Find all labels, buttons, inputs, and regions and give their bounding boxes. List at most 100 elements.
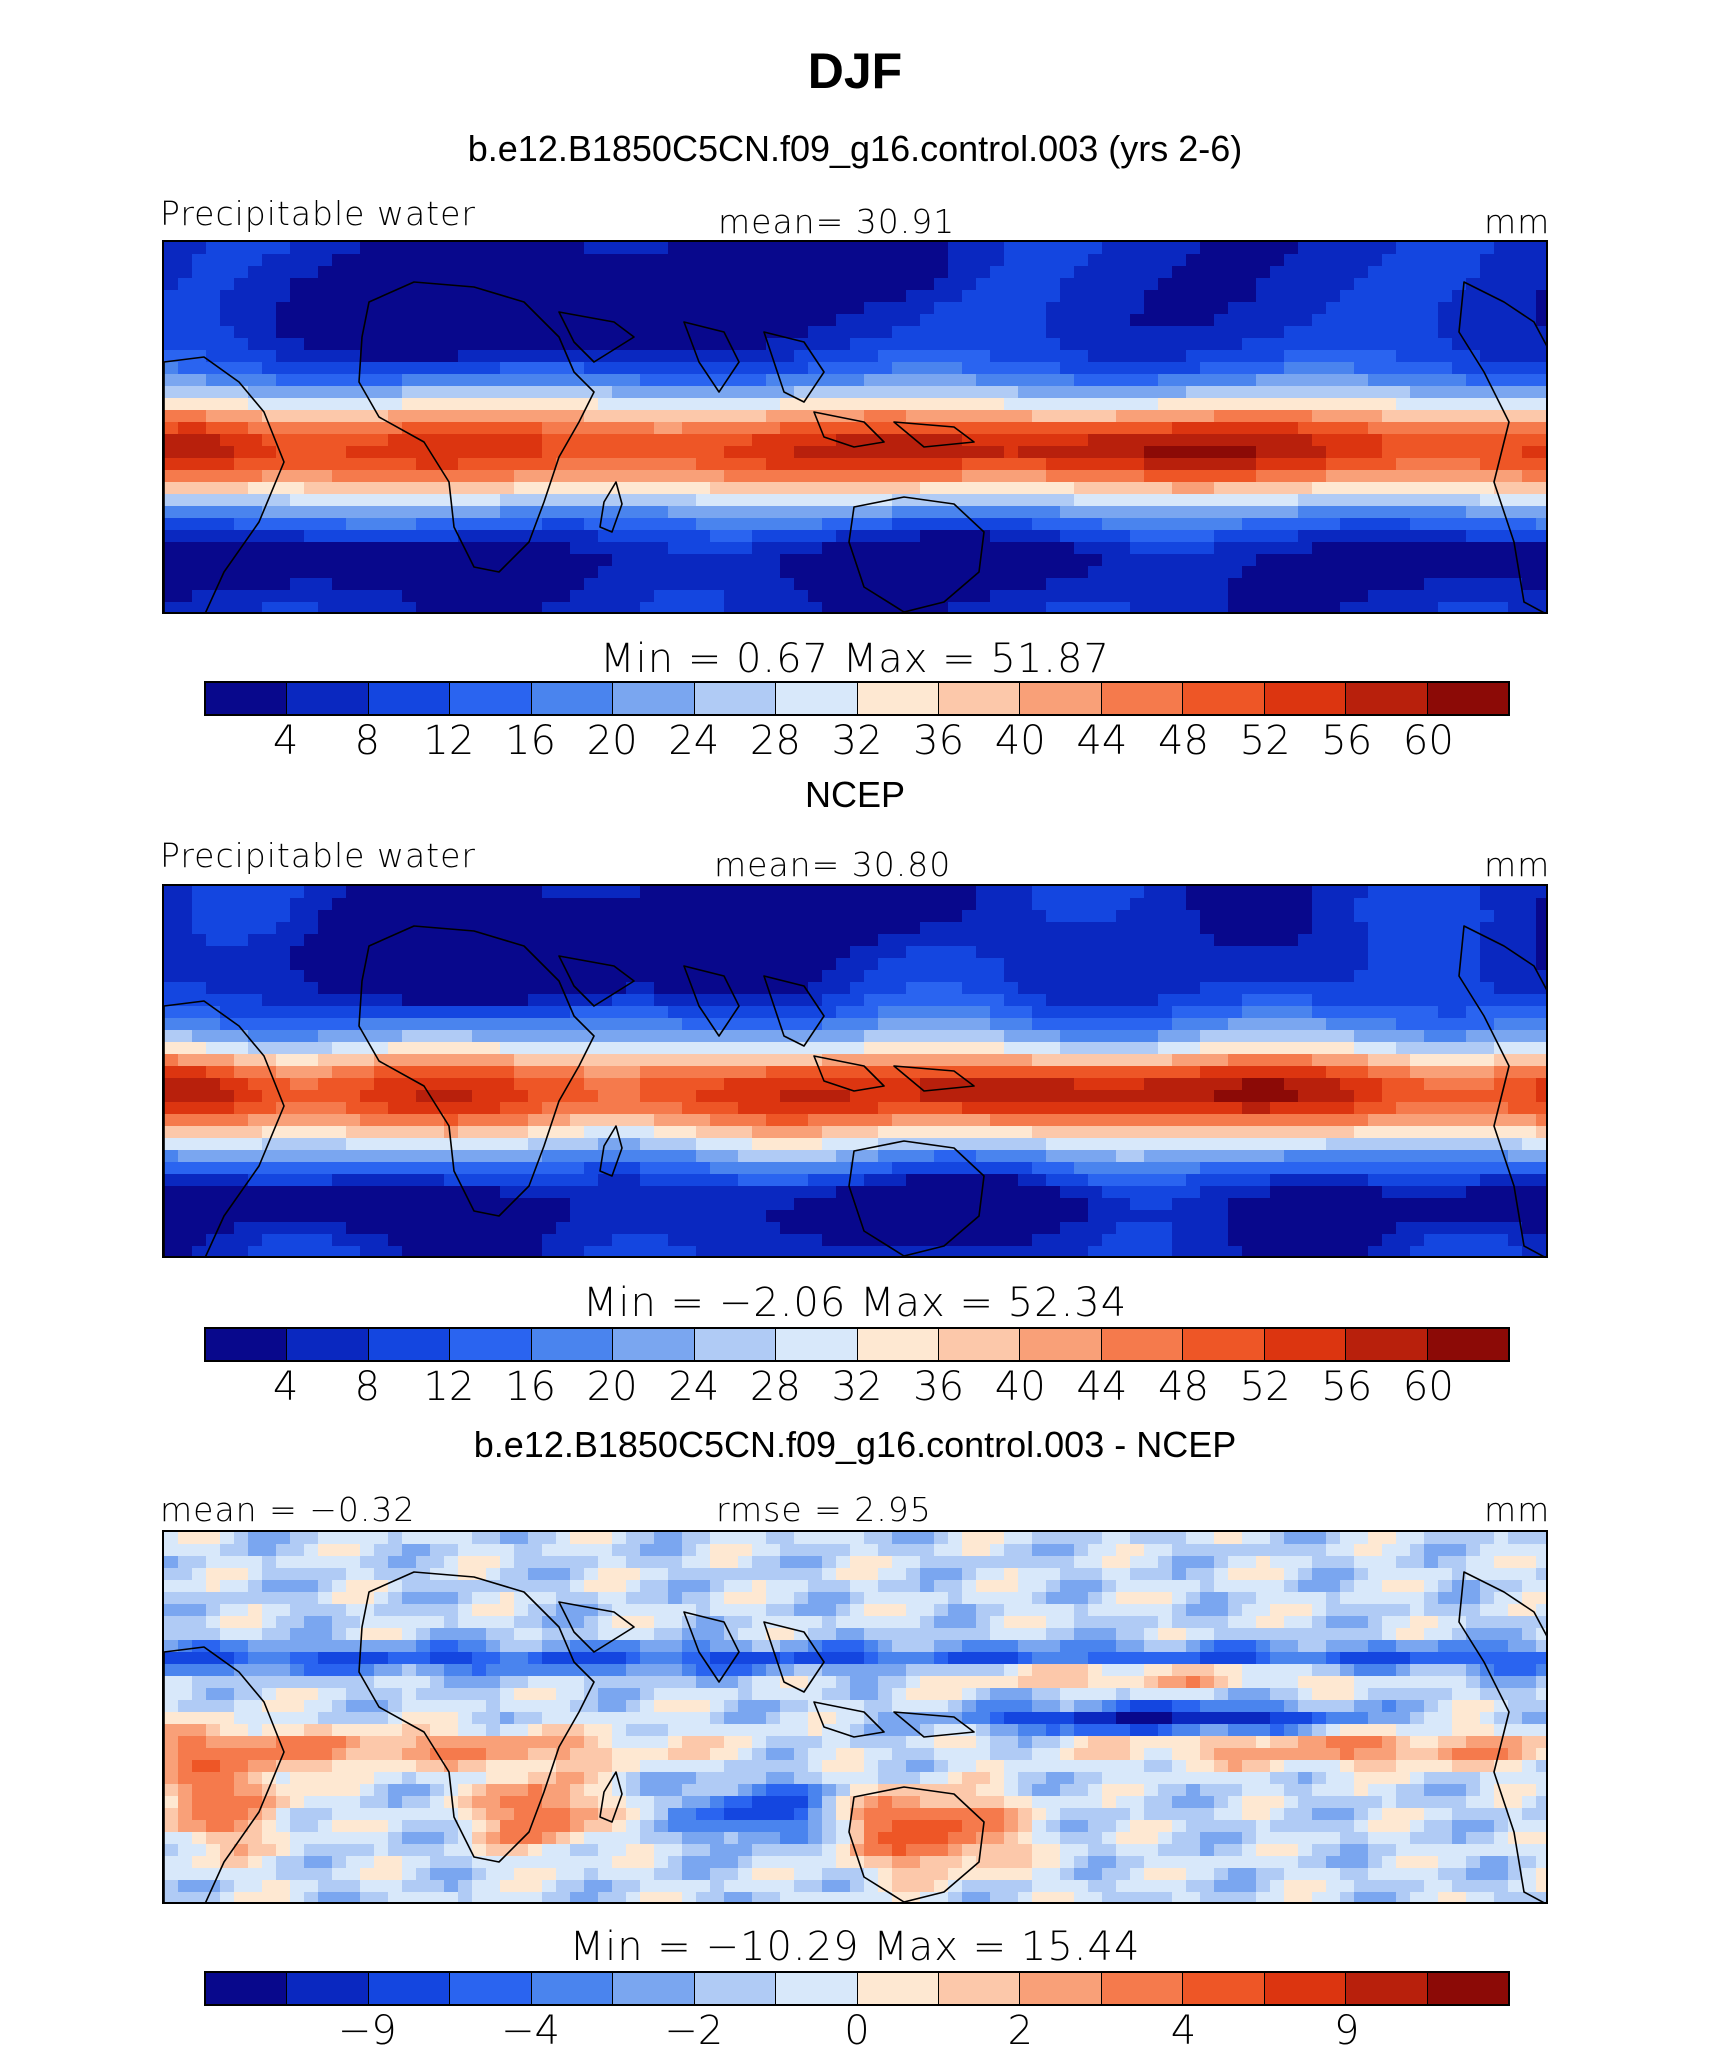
contour-cell: [906, 362, 921, 375]
contour-cell: [598, 338, 613, 351]
contour-cell: [1452, 1030, 1467, 1043]
contour-cell: [290, 1066, 305, 1079]
contour-cell: [1004, 994, 1019, 1007]
contour-cell: [1102, 1042, 1117, 1055]
contour-cell: [1368, 398, 1383, 411]
contour-cell: [1144, 958, 1159, 971]
contour-cell: [556, 910, 571, 923]
contour-cell: [542, 242, 557, 255]
colorbar-tick-label: 48: [1158, 718, 1209, 764]
contour-cell: [682, 554, 697, 567]
contour-cell: [164, 266, 179, 279]
contour-cell: [766, 518, 781, 531]
contour-cell: [1228, 566, 1243, 579]
contour-cell: [1186, 350, 1201, 363]
contour-cell: [1144, 338, 1159, 351]
contour-cell: [472, 242, 487, 255]
contour-cell: [1004, 506, 1019, 519]
contour-cell: [1074, 590, 1089, 603]
contour-cell: [1536, 266, 1546, 279]
contour-cell: [1256, 458, 1271, 471]
contour-cell: [1494, 578, 1509, 591]
contour-cell: [192, 398, 207, 411]
contour-cell: [472, 386, 487, 399]
contour-cell: [1004, 1054, 1019, 1067]
contour-cell: [1466, 374, 1481, 387]
contour-cell: [640, 1042, 655, 1055]
contour-cell: [1452, 542, 1467, 555]
contour-cell: [458, 458, 473, 471]
contour-cell: [1172, 506, 1187, 519]
contour-cell: [808, 494, 823, 507]
contour-cell: [318, 506, 333, 519]
contour-cell: [248, 530, 263, 543]
contour-cell: [1060, 386, 1075, 399]
contour-cell: [822, 566, 837, 579]
contour-cell: [724, 1054, 739, 1067]
contour-cell: [1270, 1054, 1285, 1067]
contour-cell: [402, 1042, 417, 1055]
contour-cell: [962, 566, 977, 579]
contour-cell: [1326, 1042, 1341, 1055]
contour-cell: [864, 934, 879, 947]
contour-cell: [1354, 482, 1369, 495]
contour-cell: [318, 314, 333, 327]
contour-cell: [1172, 326, 1187, 339]
contour-cell: [1452, 518, 1467, 531]
contour-cell: [262, 518, 277, 531]
contour-cell: [1032, 446, 1047, 459]
contour-cell: [948, 350, 963, 363]
contour-cell: [780, 1018, 795, 1031]
contour-cell: [878, 1078, 893, 1091]
contour-cell: [416, 1030, 431, 1043]
contour-cell: [794, 254, 809, 267]
contour-cell: [514, 898, 529, 911]
contour-cell: [416, 1078, 431, 1091]
contour-cell: [1018, 542, 1033, 555]
contour-cell: [1508, 386, 1523, 399]
contour-cell: [682, 970, 697, 983]
contour-cell: [1452, 410, 1467, 423]
contour-cell: [1060, 254, 1075, 267]
contour-cell: [458, 1030, 473, 1043]
contour-cell: [430, 542, 445, 555]
contour-cell: [416, 494, 431, 507]
contour-cell: [346, 1006, 361, 1019]
contour-cell: [584, 994, 599, 1007]
contour-cell: [1326, 422, 1341, 435]
contour-cell: [1074, 302, 1089, 315]
contour-cell: [304, 1054, 319, 1067]
contour-cell: [178, 398, 193, 411]
contour-cell: [304, 970, 319, 983]
contour-cell: [1480, 410, 1495, 423]
contour-cell: [1522, 290, 1537, 303]
contour-cell: [1452, 1090, 1467, 1103]
coastline: [358, 281, 595, 573]
contour-cell: [164, 386, 179, 399]
contour-cell: [1326, 278, 1341, 291]
contour-cell: [556, 982, 571, 995]
contour-cell: [1186, 362, 1201, 375]
contour-cell: [542, 350, 557, 363]
contour-cell: [1256, 982, 1271, 995]
contour-cell: [640, 470, 655, 483]
contour-cell: [486, 994, 501, 1007]
contour-cell: [1158, 458, 1173, 471]
panel-1-mean-label: mean= 30.91: [718, 202, 956, 241]
contour-cell: [808, 374, 823, 387]
contour-cell: [1046, 398, 1061, 411]
contour-cell: [1186, 518, 1201, 531]
contour-cell: [640, 374, 655, 387]
contour-cell: [612, 302, 627, 315]
contour-cell: [1004, 518, 1019, 531]
contour-cell: [1004, 542, 1019, 555]
contour-cell: [1326, 970, 1341, 983]
contour-cell: [1340, 946, 1355, 959]
contour-cell: [584, 362, 599, 375]
contour-cell: [318, 446, 333, 459]
contour-cell: [374, 326, 389, 339]
contour-cell: [332, 434, 347, 447]
contour-cell: [1354, 254, 1369, 267]
contour-cell: [206, 922, 221, 935]
contour-cell: [570, 302, 585, 315]
